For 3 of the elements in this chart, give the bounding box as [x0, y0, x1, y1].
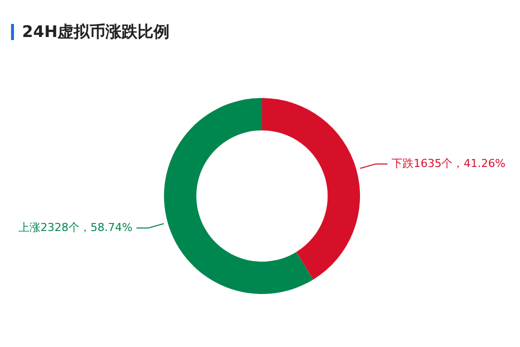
chart-title: 24H虚拟币涨跌比例 [22, 22, 170, 42]
slice-label: 上涨2328个，58.74% [18, 220, 132, 234]
slice-label: 下跌1635个，41.26% [392, 156, 506, 170]
